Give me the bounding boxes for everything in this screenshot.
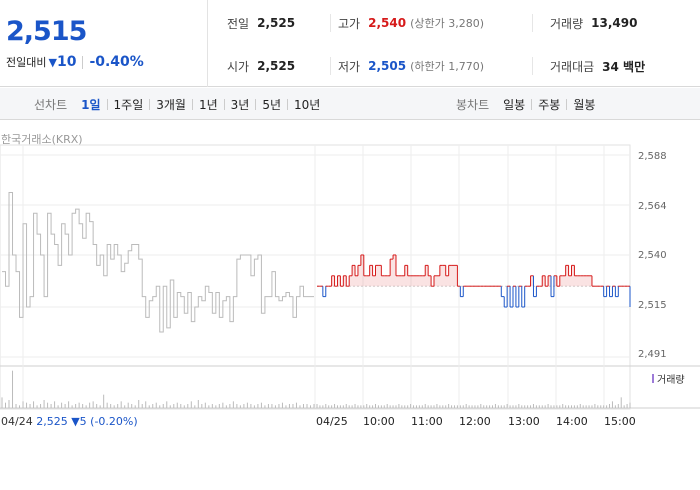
daily-candle-button[interactable]: 일봉 — [503, 97, 526, 112]
high-label: 고가 — [338, 16, 361, 31]
x-tick-label: 10:00 — [363, 415, 395, 428]
divider — [149, 98, 151, 110]
candle-chart-periods: 봉차트 일봉 주봉 월봉 — [456, 88, 597, 120]
divider — [532, 14, 533, 32]
period-3y-button[interactable]: 3년 — [230, 97, 250, 112]
prev-day-rate: (-0.20%) — [90, 415, 138, 428]
chart-canvas — [0, 144, 700, 410]
divider — [106, 98, 108, 110]
volume-legend-label: 거래량 — [657, 375, 685, 386]
prev-day-info: 04/24 2,525 ▼5 (-0.20%) — [1, 415, 138, 428]
divider — [82, 55, 84, 69]
period-3m-button[interactable]: 3개월 — [156, 97, 186, 112]
line-chart-label: 선차트 — [34, 97, 68, 112]
period-1w-button[interactable]: 1주일 — [113, 97, 144, 112]
low-value: 2,505 — [368, 59, 407, 73]
volume-swatch — [652, 374, 654, 383]
high-cell: 고가 2,540 (상한가 3,280) — [338, 14, 484, 32]
low-label: 저가 — [338, 59, 361, 74]
y-tick-label: 2,588 — [638, 151, 667, 162]
divider — [566, 98, 568, 110]
y-tick-label: 2,540 — [638, 250, 667, 261]
prev-day-price: 2,525 — [36, 415, 68, 428]
weekly-candle-button[interactable]: 주봉 — [538, 97, 561, 112]
period-1y-button[interactable]: 1년 — [198, 97, 218, 112]
y-tick-label: 2,491 — [638, 349, 667, 360]
x-tick-label: 04/25 — [316, 415, 348, 428]
x-tick-label: 14:00 — [556, 415, 588, 428]
divider — [330, 14, 331, 32]
low-cell: 저가 2,505 (하한가 1,770) — [338, 57, 484, 75]
open-value: 2,525 — [257, 59, 296, 73]
upper-limit: (상한가 3,280) — [410, 17, 484, 30]
amount-value: 34 백만 — [602, 59, 646, 74]
divider — [223, 98, 225, 110]
divider — [330, 57, 331, 75]
down-arrow-icon: ▼ — [48, 55, 57, 69]
divider — [531, 98, 533, 110]
x-tick-label: 13:00 — [508, 415, 540, 428]
open-cell: 시가 2,525 — [227, 57, 295, 75]
monthly-candle-button[interactable]: 월봉 — [573, 97, 596, 112]
prev-close-label: 전일 — [227, 16, 250, 31]
prev-close-value: 2,525 — [257, 16, 296, 30]
x-tick-label: 11:00 — [411, 415, 443, 428]
y-tick-label: 2,564 — [638, 201, 667, 212]
line-chart-periods: 선차트 1일 1주일 3개월 1년 3년 5년 10년 — [34, 88, 322, 120]
lower-limit: (하한가 1,770) — [410, 60, 484, 73]
y-tick-label: 2,515 — [638, 300, 667, 311]
change-row: 전일대비 ▼ 10 -0.40% — [6, 53, 144, 71]
change-label: 전일대비 — [6, 56, 47, 69]
prev-day-change: 5 — [79, 415, 87, 428]
change-value: 10 — [56, 54, 77, 70]
divider — [191, 98, 193, 110]
high-value: 2,540 — [368, 16, 407, 30]
prev-close-cell: 전일 2,525 — [227, 14, 295, 32]
volume-legend: 거래량 — [652, 371, 685, 386]
period-10y-button[interactable]: 10년 — [294, 97, 321, 112]
amount-label: 거래대금 — [550, 59, 595, 74]
candle-chart-label: 봉차트 — [456, 97, 490, 112]
prev-day-date: 04/24 — [1, 415, 33, 428]
down-arrow-icon: ▼ — [71, 415, 80, 428]
volume-value: 13,490 — [591, 16, 638, 30]
period-1d-button[interactable]: 1일 — [81, 97, 101, 112]
open-label: 시가 — [227, 59, 250, 74]
divider — [287, 98, 289, 110]
volume-label: 거래량 — [550, 16, 584, 31]
volume-cell: 거래량 13,490 — [550, 14, 637, 32]
divider — [532, 57, 533, 75]
amount-cell: 거래대금 34 백만 — [550, 57, 645, 75]
prev-day-price-line — [2, 191, 314, 333]
today-up-area — [317, 254, 630, 287]
x-tick-label: 12:00 — [459, 415, 491, 428]
price-summary: 2,515 전일대비 ▼ 10 -0.40% 전일 2,525 시가 2,525… — [0, 0, 700, 87]
current-price-box: 2,515 전일대비 ▼ 10 -0.40% — [0, 0, 208, 87]
x-tick-label: 15:00 — [604, 415, 636, 428]
period-5y-button[interactable]: 5년 — [262, 97, 282, 112]
change-rate: -0.40% — [89, 54, 144, 70]
divider — [255, 98, 257, 110]
chart-toolbar: 선차트 1일 1주일 3개월 1년 3년 5년 10년 봉차트 일봉 주봉 월봉 — [0, 88, 700, 120]
current-price: 2,515 — [6, 16, 87, 47]
price-chart: 한국거래소(KRX) 2,588 2,564 2,540 2,515 2,491… — [0, 121, 700, 490]
exchange-label: 한국거래소(KRX) — [1, 133, 83, 146]
